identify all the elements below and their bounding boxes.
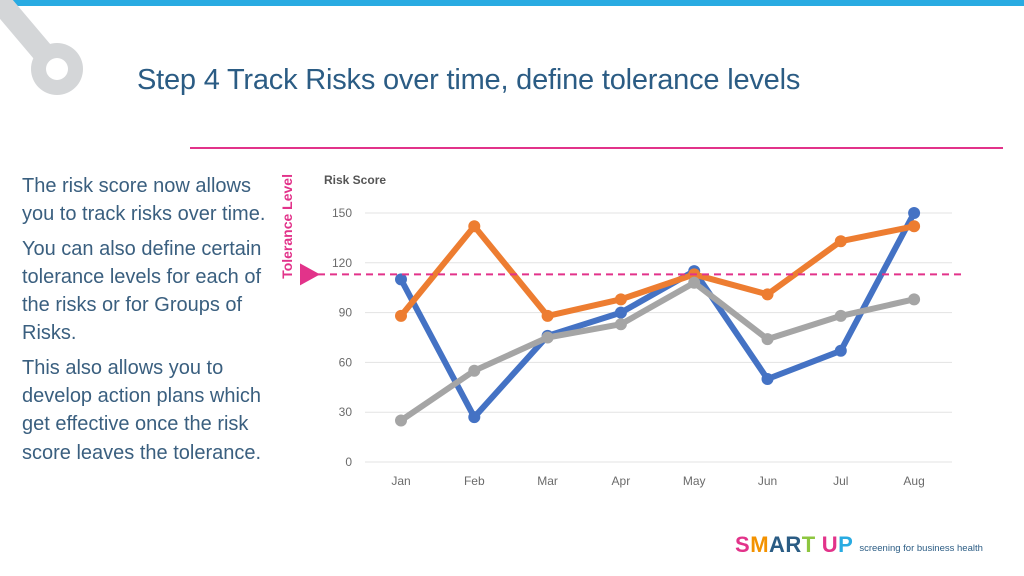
- description-text: The risk score now allows you to track r…: [22, 172, 272, 473]
- series-1: [395, 207, 921, 424]
- x-tick-label: Mar: [537, 474, 558, 488]
- data-point: [468, 220, 481, 233]
- x-tick-label: May: [683, 474, 706, 488]
- x-tick-label: Jul: [833, 474, 848, 488]
- smartup-logo: SMART UP screening for business health: [735, 532, 983, 556]
- series-line: [398, 279, 918, 424]
- y-tick-label: 30: [339, 405, 353, 419]
- series-line: [398, 223, 918, 319]
- data-point: [541, 309, 554, 322]
- y-tick-label: 90: [339, 306, 353, 320]
- x-tick-label: Apr: [612, 474, 631, 488]
- data-point: [541, 331, 554, 344]
- series-lines: [395, 207, 921, 427]
- y-tick-label: 60: [339, 355, 353, 369]
- y-axis-label: Risk Score: [324, 173, 386, 187]
- top-accent-bar: [0, 0, 1024, 6]
- data-point: [614, 318, 627, 331]
- data-point: [834, 309, 847, 322]
- logo-letter: A: [769, 532, 786, 557]
- series-line: [398, 210, 918, 421]
- logo-letter: T: [801, 532, 816, 557]
- logo-letter: P: [838, 532, 854, 557]
- tolerance-marker-icon: [300, 263, 320, 286]
- x-tick-label: Feb: [464, 474, 485, 488]
- tolerance-group: Tolerance Level: [279, 174, 965, 286]
- data-point: [688, 276, 701, 289]
- data-point: [395, 309, 407, 322]
- series-3: [395, 276, 921, 427]
- y-tick-label: 0: [345, 455, 352, 469]
- logo-letter: S: [735, 532, 751, 557]
- logo-tagline: screening for business health: [859, 543, 983, 554]
- x-tick-label: Aug: [903, 474, 924, 488]
- y-tick-label: 120: [332, 256, 352, 270]
- data-point: [908, 220, 921, 233]
- data-point: [908, 293, 921, 306]
- data-point: [614, 306, 627, 319]
- data-point: [468, 364, 481, 377]
- title-underline: [190, 147, 1003, 149]
- data-point: [468, 411, 481, 424]
- y-ticks: 0 30 60 90 120 150: [332, 206, 352, 469]
- logo-wordmark: SMART UP: [735, 534, 853, 556]
- data-point: [614, 293, 627, 306]
- data-point: [834, 235, 847, 248]
- data-point: [834, 344, 847, 357]
- gridlines: [365, 212, 952, 463]
- x-tick-label: Jun: [758, 474, 777, 488]
- logo-letter: R: [785, 532, 802, 557]
- data-point: [761, 373, 774, 385]
- data-point: [908, 207, 921, 219]
- page-title: Step 4 Track Risks over time, define tol…: [137, 64, 801, 96]
- paragraph-3: This also allows you to develop action p…: [22, 356, 262, 464]
- wrench-icon: [0, 0, 83, 95]
- x-tick-label: Jan: [391, 474, 410, 488]
- tolerance-label: Tolerance Level: [279, 174, 295, 279]
- y-tick-label: 150: [332, 206, 352, 220]
- x-ticks: Jan Feb Mar Apr May Jun Jul Aug: [391, 474, 924, 488]
- logo-letter: M: [750, 532, 770, 557]
- paragraph-1: The risk score now allows you to track r…: [22, 175, 266, 226]
- logo-letter: U: [821, 532, 839, 557]
- data-point: [761, 288, 774, 301]
- series-2: [395, 220, 921, 322]
- paragraph-2: You can also define certain tolerance le…: [22, 237, 262, 345]
- data-point: [395, 414, 407, 427]
- data-point: [761, 333, 774, 346]
- data-point: [395, 273, 407, 286]
